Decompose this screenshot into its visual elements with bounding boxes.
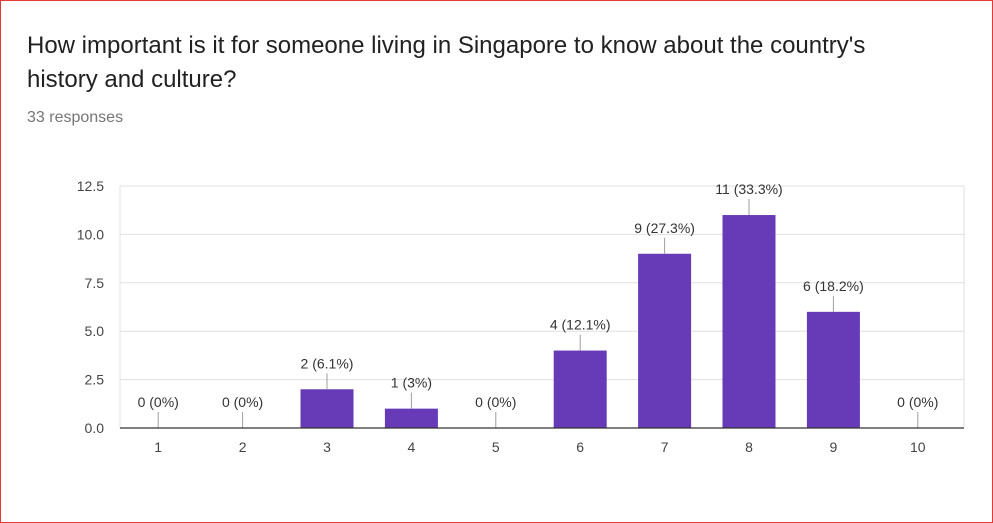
x-tick-label: 5: [492, 439, 500, 455]
bar-7: [638, 253, 692, 428]
data-label: 11 (33.3%): [715, 181, 782, 197]
y-tick-label: 5.0: [85, 323, 105, 339]
data-label: 4 (12.1%): [550, 317, 611, 333]
bar-8: [722, 215, 776, 428]
bar-4: [384, 408, 438, 428]
x-tick-label: 2: [239, 439, 247, 455]
x-tick-label: 7: [661, 439, 669, 455]
data-label: 2 (6.1%): [301, 355, 354, 371]
y-tick-label: 2.5: [85, 372, 105, 388]
x-tick-label: 3: [323, 439, 331, 455]
y-tick-label: 7.5: [85, 275, 105, 291]
data-label: 0 (0%): [222, 394, 263, 410]
y-tick-label: 10.0: [77, 226, 104, 242]
bar-9: [806, 311, 860, 428]
question-title: How important is it for someone living i…: [27, 32, 866, 93]
x-tick-label: 1: [154, 439, 162, 455]
bar-3: [300, 389, 354, 428]
y-tick-label: 0.0: [85, 420, 105, 436]
data-label: 6 (18.2%): [803, 278, 864, 294]
data-label: 0 (0%): [897, 394, 938, 410]
x-tick-label: 8: [745, 439, 753, 455]
y-tick-label: 12.5: [77, 178, 104, 194]
x-tick-label: 9: [830, 439, 838, 455]
x-tick-label: 4: [408, 439, 416, 455]
data-label: 0 (0%): [138, 394, 179, 410]
bar-6: [553, 350, 607, 428]
data-label: 1 (3%): [391, 375, 432, 391]
data-label: 9 (27.3%): [634, 220, 695, 236]
x-tick-label: 6: [576, 439, 584, 455]
response-count: 33 responses: [27, 109, 124, 126]
x-tick-label: 10: [910, 439, 926, 455]
data-label: 0 (0%): [475, 394, 516, 410]
